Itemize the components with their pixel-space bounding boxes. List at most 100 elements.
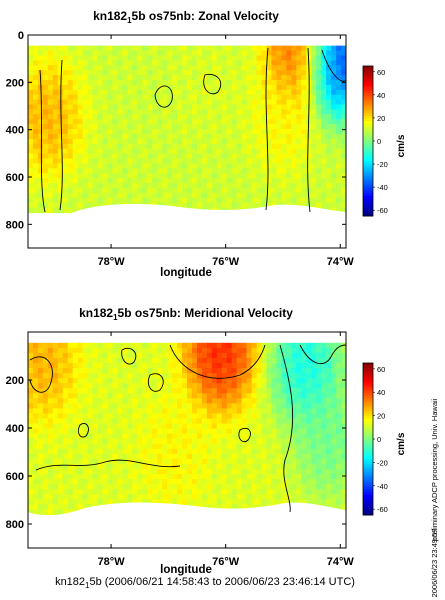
zonal-field-cell xyxy=(311,84,317,91)
colorbar-segment xyxy=(363,464,373,468)
zonal-field-cell xyxy=(122,50,128,57)
zonal-field-cell xyxy=(162,129,168,135)
meridional-field-cell xyxy=(311,393,317,399)
meridional-field-cell xyxy=(206,378,213,384)
zonal-field-cell xyxy=(162,45,168,52)
meridional-field-cell xyxy=(276,378,283,384)
zonal-field-cell xyxy=(72,129,79,135)
meridional-contour xyxy=(29,356,53,393)
zonal-field-cell xyxy=(221,60,228,66)
meridional-field-cell xyxy=(102,499,109,505)
colorbar-segment xyxy=(363,411,373,415)
meridional-field-cell xyxy=(32,433,39,440)
meridional-field-cell xyxy=(251,463,258,470)
zonal-field-cell xyxy=(306,173,312,179)
zonal-field-cell xyxy=(301,178,307,184)
zonal-field-cell xyxy=(236,80,243,86)
zonal-field-cell xyxy=(301,183,307,189)
meridional-field-cell xyxy=(52,413,59,420)
zonal-field-cell xyxy=(62,70,69,76)
meridional-field-cell xyxy=(306,448,312,455)
zonal-field-cell xyxy=(127,178,133,184)
zonal-field-cell xyxy=(331,104,337,111)
meridional-field-cell xyxy=(311,428,317,435)
zonal-field-cell xyxy=(246,84,253,91)
meridional-field-cell xyxy=(42,393,49,399)
meridional-field-cell xyxy=(236,342,243,349)
meridional-field-cell xyxy=(191,484,198,490)
meridional-field-cell xyxy=(132,448,138,455)
colorbar-segment xyxy=(363,153,373,157)
zonal-field-cell xyxy=(291,99,297,106)
meridional-field-cell xyxy=(341,413,346,420)
zonal-field-cell xyxy=(291,70,297,76)
zonal-field-cell xyxy=(97,192,104,199)
meridional-field-cell xyxy=(211,418,218,425)
meridional-field-cell xyxy=(32,403,39,410)
meridional-field-cell xyxy=(251,383,258,389)
meridional-field-cell xyxy=(117,458,124,465)
meridional-field-cell xyxy=(311,423,317,430)
zonal-field-cell xyxy=(182,119,188,125)
zonal-field-cell xyxy=(47,119,54,125)
zonal-field-cell xyxy=(57,158,64,165)
zonal-field-cell xyxy=(72,104,79,111)
meridional-field-cell xyxy=(172,453,178,460)
meridional-field-cell xyxy=(67,479,74,485)
meridional-field-cell xyxy=(336,468,342,475)
zonal-field-cell xyxy=(127,173,133,179)
meridional-field-cell xyxy=(246,479,253,485)
meridional-field-cell xyxy=(137,347,143,354)
meridional-field-cell xyxy=(32,428,39,435)
meridional-field-cell xyxy=(246,474,253,480)
zonal-field-cell xyxy=(296,89,302,96)
meridional-field-cell xyxy=(117,499,124,505)
zonal-field-cell xyxy=(82,109,89,115)
meridional-field-cell xyxy=(311,388,317,394)
meridional-field-cell xyxy=(117,489,124,495)
zonal-field-cell xyxy=(331,80,337,86)
zonal-field-cell xyxy=(206,45,213,52)
zonal-field-cell xyxy=(187,197,193,204)
zonal-field-cell xyxy=(122,197,128,204)
zonal-field-cell xyxy=(286,158,292,165)
colorbar-segment xyxy=(363,383,373,387)
zonal-field-cell xyxy=(77,168,84,174)
meridional-field-cell xyxy=(201,468,208,475)
meridional-field-cell xyxy=(341,408,346,415)
zonal-field-cell xyxy=(112,124,119,130)
meridional-field-cell xyxy=(216,347,223,354)
zonal-field-cell xyxy=(132,173,138,179)
zonal-field-cell xyxy=(231,143,238,150)
meridional-field-cell xyxy=(236,403,243,410)
meridional-field-cell xyxy=(97,408,104,415)
zonal-field-cell xyxy=(97,187,104,194)
meridional-field-cell xyxy=(291,438,297,445)
zonal-field-cell xyxy=(216,80,223,86)
zonal-field-cell xyxy=(241,163,248,169)
zonal-field-cell xyxy=(92,75,99,81)
meridional-field-cell xyxy=(42,453,49,460)
zonal-field-cell xyxy=(311,153,317,160)
zonal-field-cell xyxy=(241,187,248,194)
meridional-field-cell xyxy=(216,362,223,369)
zonal-field-cell xyxy=(32,104,39,111)
zonal-field-cell xyxy=(182,99,188,106)
zonal-field-cell xyxy=(306,119,312,125)
zonal-field-cell xyxy=(97,197,104,204)
meridional-field-cell xyxy=(127,403,133,410)
meridional-field-cell xyxy=(281,479,287,485)
meridional-field-cell xyxy=(72,463,79,470)
meridional-field-cell xyxy=(311,463,317,470)
zonal-field-cell xyxy=(52,50,59,57)
zonal-field-cell xyxy=(241,70,248,76)
meridional-field-cell xyxy=(331,468,337,475)
meridional-field-cell xyxy=(246,378,253,384)
meridional-field-cell xyxy=(47,413,54,420)
meridional-field-cell xyxy=(92,448,99,455)
zonal-field-cell xyxy=(311,197,317,204)
meridional-field-cell xyxy=(326,438,332,445)
zonal-field-cell xyxy=(291,148,297,155)
meridional-field-cell xyxy=(177,398,183,404)
colorbar-segment xyxy=(363,454,373,458)
